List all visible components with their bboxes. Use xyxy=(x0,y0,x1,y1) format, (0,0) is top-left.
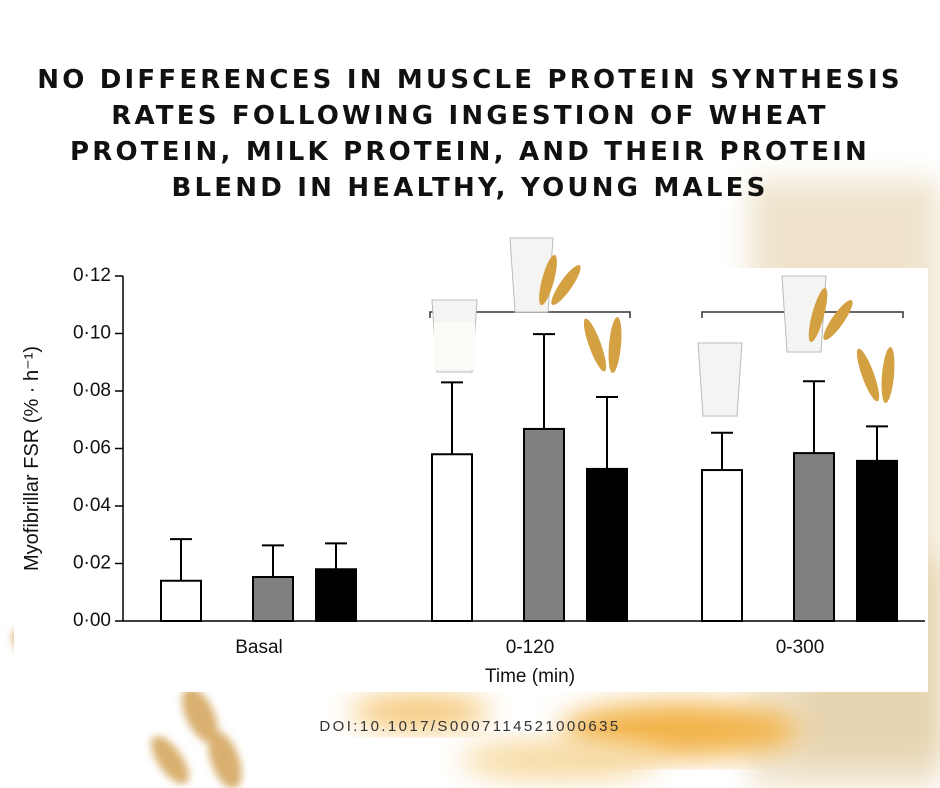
bar xyxy=(160,579,202,622)
y-tick-label: 0·08 xyxy=(73,380,111,401)
chart-title: No differences in muscle protein synthes… xyxy=(37,65,903,203)
bar xyxy=(252,576,294,623)
wheat-icon xyxy=(539,254,895,403)
y-axis-label: Myofibrillar FSR (% · h⁻¹) xyxy=(21,346,43,571)
bar xyxy=(315,568,357,622)
milk-glass-icon xyxy=(431,299,478,373)
icons xyxy=(431,237,895,417)
y-tick-label: 0·00 xyxy=(73,610,111,631)
bar xyxy=(431,453,473,622)
x-tick-label: Basal xyxy=(235,637,283,658)
bar xyxy=(523,427,565,623)
milk-glass-icon xyxy=(697,342,743,417)
y-tick-label: 0·02 xyxy=(73,553,111,574)
bar xyxy=(856,459,898,622)
bar xyxy=(793,452,835,622)
x-axis-label: Time (min) xyxy=(485,666,575,687)
y-tick-label: 0·04 xyxy=(73,495,111,516)
y-tick-label: 0·10 xyxy=(73,323,111,344)
y-tick-label: 0·12 xyxy=(73,265,111,286)
y-tick-label: 0·06 xyxy=(73,438,111,459)
plot-area: 0·00 0·02 0·04 0·06 0·08 0·10 0·12 Myofibrillar… xyxy=(21,265,925,687)
doi-source: DOI:10.1017/S0007114521000635 xyxy=(319,718,620,735)
x-tick-label: 0-120 xyxy=(506,637,555,658)
bar xyxy=(701,469,743,622)
x-tick-label: 0-300 xyxy=(776,637,825,658)
bar xyxy=(586,467,628,622)
